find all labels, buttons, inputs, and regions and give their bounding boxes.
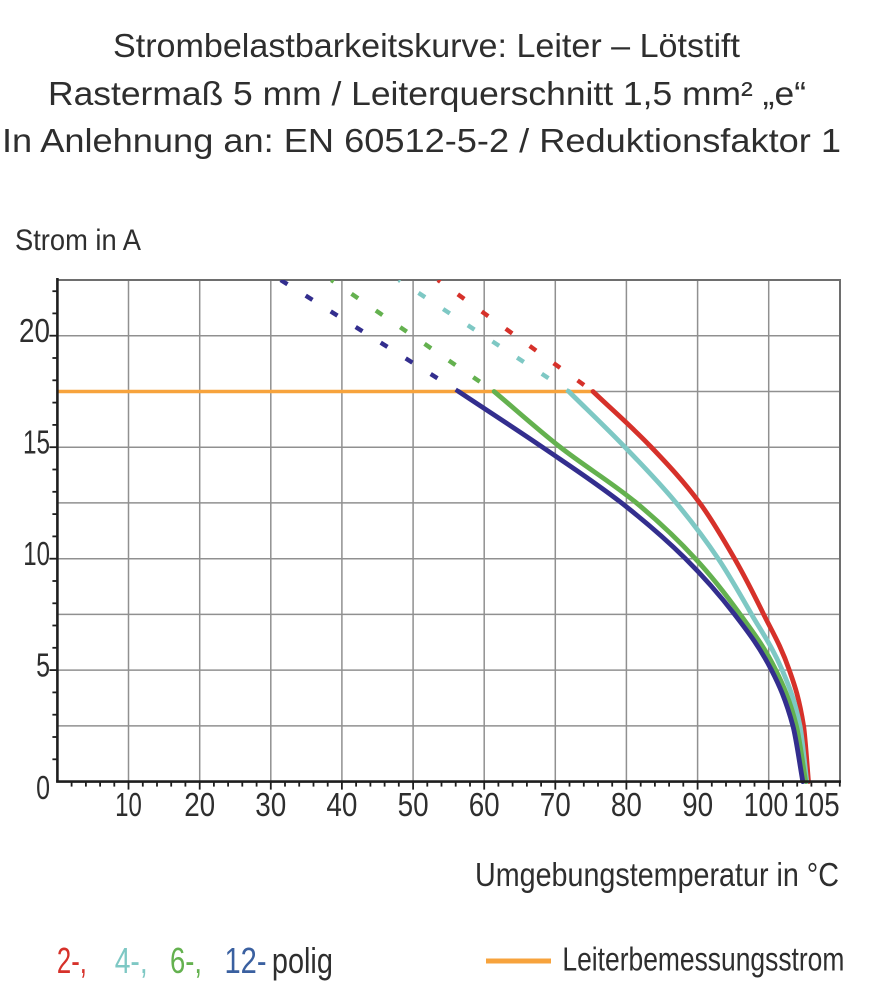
svg-text:20: 20	[184, 786, 215, 823]
svg-text:Strombelastbarkeitskurve: Leit: Strombelastbarkeitskurve: Leiter – Lötst…	[113, 27, 740, 64]
svg-text:6-,: 6-,	[170, 940, 202, 981]
svg-text:70: 70	[540, 786, 571, 823]
svg-text:15: 15	[23, 424, 50, 461]
svg-text:4-,: 4-,	[115, 940, 148, 981]
svg-text:polig: polig	[272, 940, 333, 981]
svg-text:Umgebungstemperatur in °C: Umgebungstemperatur in °C	[475, 856, 839, 893]
svg-text:Rastermaß 5 mm / Leiterquersch: Rastermaß 5 mm / Leiterquerschnitt 1,5 m…	[48, 75, 806, 112]
svg-text:10: 10	[115, 786, 142, 823]
svg-text:105: 105	[793, 786, 839, 823]
svg-text:2-,: 2-,	[57, 940, 87, 981]
svg-text:20: 20	[19, 312, 50, 349]
svg-text:0: 0	[36, 769, 50, 806]
svg-text:In Anlehnung an: EN 60512-5-2: In Anlehnung an: EN 60512-5-2 / Reduktio…	[2, 122, 841, 159]
svg-text:Strom in A: Strom in A	[15, 224, 141, 257]
svg-text:30: 30	[255, 786, 286, 823]
svg-text:12-: 12-	[225, 940, 267, 981]
svg-text:Leiterbemessungsstrom: Leiterbemessungsstrom	[562, 941, 844, 978]
svg-text:40: 40	[326, 786, 357, 823]
svg-text:50: 50	[398, 786, 429, 823]
svg-text:100: 100	[744, 786, 789, 823]
svg-text:90: 90	[682, 786, 713, 823]
svg-text:10: 10	[23, 535, 50, 572]
svg-text:80: 80	[611, 786, 642, 823]
svg-text:60: 60	[469, 786, 500, 823]
svg-text:5: 5	[36, 647, 50, 684]
